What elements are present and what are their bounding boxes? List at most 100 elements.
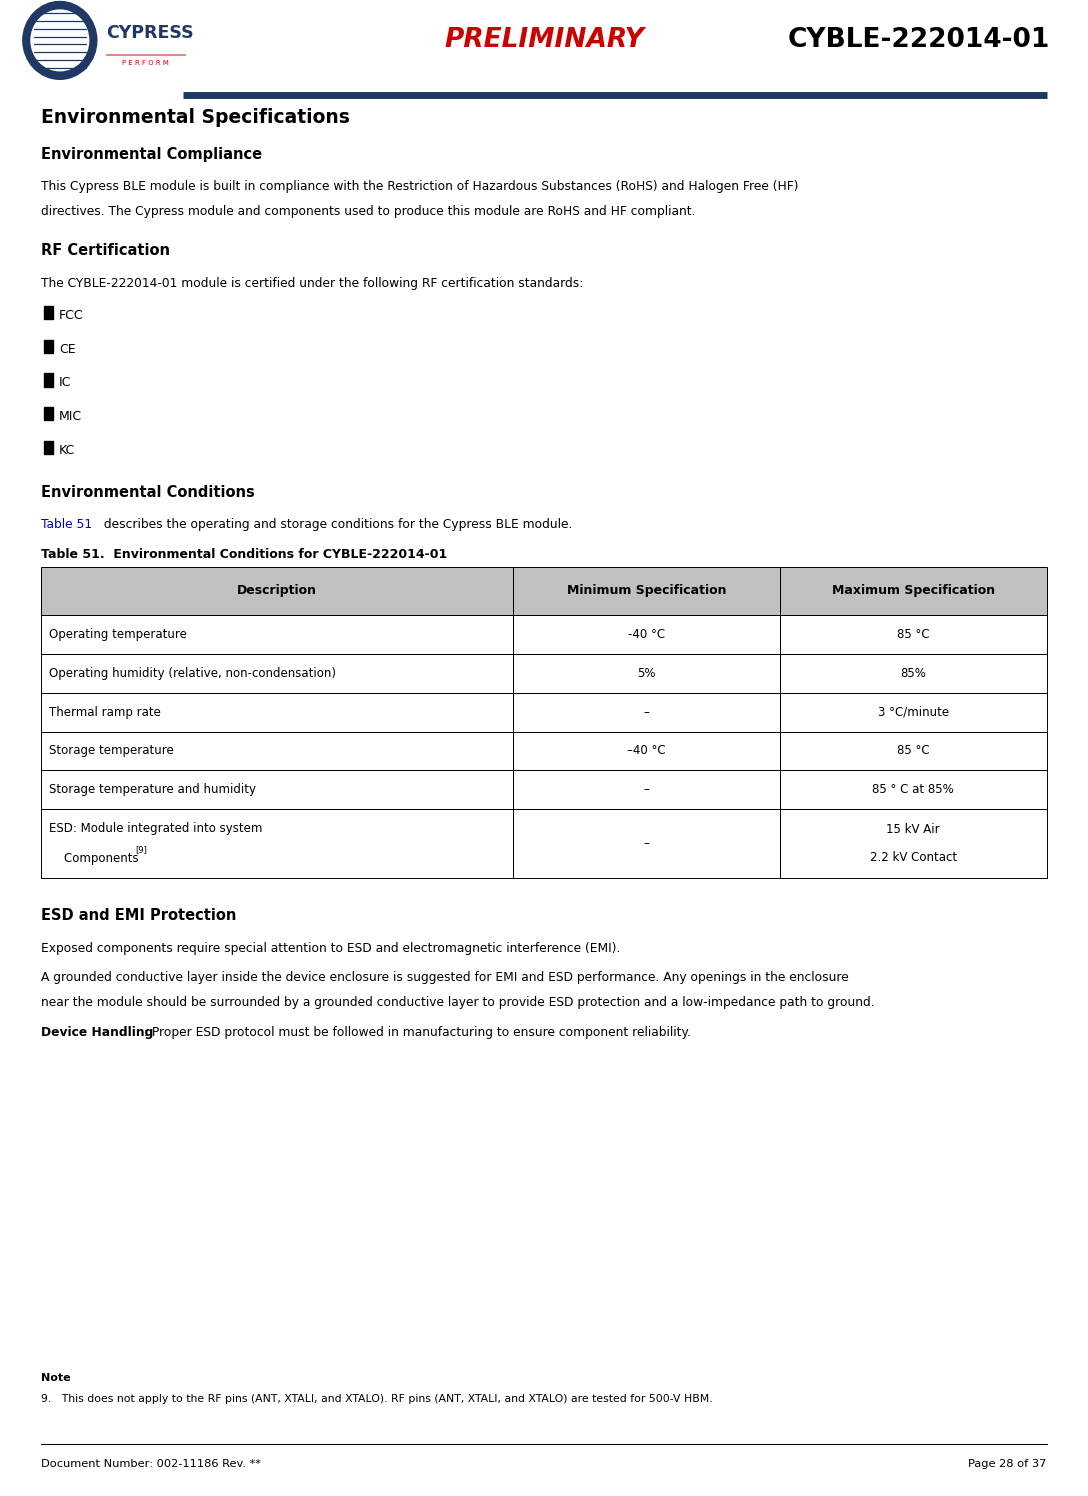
Text: Minimum Specification: Minimum Specification bbox=[567, 585, 726, 597]
Bar bbox=[780, 615, 1047, 654]
Bar bbox=[512, 770, 780, 809]
Bar bbox=[780, 732, 1047, 770]
Bar bbox=[780, 654, 1047, 693]
Bar bbox=[780, 732, 1047, 770]
Text: Operating humidity (relative, non-condensation): Operating humidity (relative, non-conden… bbox=[49, 667, 336, 679]
Bar bbox=[44, 373, 53, 386]
Bar bbox=[780, 770, 1047, 809]
Text: The CYBLE-222014-01 module is certified under the following RF certification sta: The CYBLE-222014-01 module is certified … bbox=[41, 277, 583, 290]
Text: RF Certification: RF Certification bbox=[41, 242, 171, 259]
Text: 85%: 85% bbox=[900, 667, 926, 679]
Text: Maximum Specification: Maximum Specification bbox=[831, 585, 994, 597]
Text: Environmental Specifications: Environmental Specifications bbox=[41, 108, 350, 127]
Bar bbox=[780, 693, 1047, 732]
Bar bbox=[512, 654, 780, 693]
Bar bbox=[512, 693, 780, 732]
Bar bbox=[780, 770, 1047, 809]
Text: 5%: 5% bbox=[638, 667, 656, 679]
Text: Exposed components require special attention to ESD and electromagnetic interfer: Exposed components require special atten… bbox=[41, 941, 621, 954]
Bar bbox=[41, 654, 512, 693]
Text: 9.   This does not apply to the RF pins (ANT, XTALI, and XTALO). RF pins (ANT, X: 9. This does not apply to the RF pins (A… bbox=[41, 1394, 713, 1405]
Text: –40 °C: –40 °C bbox=[627, 745, 666, 757]
Bar bbox=[780, 809, 1047, 878]
Bar bbox=[44, 305, 53, 319]
Bar bbox=[780, 654, 1047, 693]
Bar bbox=[41, 615, 512, 654]
Bar bbox=[780, 567, 1047, 615]
Bar bbox=[512, 732, 780, 770]
Bar bbox=[512, 567, 780, 615]
Bar bbox=[780, 809, 1047, 878]
Text: Device Handling: Device Handling bbox=[41, 1026, 153, 1040]
Text: 15 kV Air: 15 kV Air bbox=[887, 823, 940, 836]
Text: ESD: Module integrated into system: ESD: Module integrated into system bbox=[49, 823, 262, 835]
Bar bbox=[512, 615, 780, 654]
Bar bbox=[41, 809, 512, 878]
Text: Document Number: 002-11186 Rev. **: Document Number: 002-11186 Rev. ** bbox=[41, 1459, 261, 1469]
Text: Table 51.  Environmental Conditions for CYBLE-222014-01: Table 51. Environmental Conditions for C… bbox=[41, 548, 447, 561]
Text: ESD and EMI Protection: ESD and EMI Protection bbox=[41, 908, 237, 923]
Bar bbox=[780, 615, 1047, 654]
Text: CE: CE bbox=[59, 343, 75, 356]
Bar bbox=[41, 770, 512, 809]
Bar bbox=[780, 567, 1047, 615]
Text: Thermal ramp rate: Thermal ramp rate bbox=[49, 706, 161, 718]
Text: Description: Description bbox=[237, 585, 317, 597]
Bar bbox=[512, 809, 780, 878]
Text: CYBLE-222014-01: CYBLE-222014-01 bbox=[788, 27, 1050, 54]
Text: Storage temperature: Storage temperature bbox=[49, 745, 174, 757]
Text: A grounded conductive layer inside the device enclosure is suggested for EMI and: A grounded conductive layer inside the d… bbox=[41, 971, 849, 984]
Text: describes the operating and storage conditions for the Cypress BLE module.: describes the operating and storage cond… bbox=[100, 518, 572, 531]
Bar bbox=[41, 693, 512, 732]
Text: Storage temperature and humidity: Storage temperature and humidity bbox=[49, 784, 256, 796]
Bar bbox=[41, 693, 512, 732]
Bar bbox=[41, 732, 512, 770]
Text: 2.2 kV Contact: 2.2 kV Contact bbox=[869, 851, 956, 865]
Bar bbox=[512, 567, 780, 615]
Text: Note: Note bbox=[41, 1373, 71, 1384]
Text: This Cypress BLE module is built in compliance with the Restriction of Hazardous: This Cypress BLE module is built in comp… bbox=[41, 180, 799, 193]
Bar bbox=[512, 615, 780, 654]
Text: 3 °C/minute: 3 °C/minute bbox=[878, 706, 949, 718]
Text: Table 51: Table 51 bbox=[41, 518, 92, 531]
Text: Components: Components bbox=[49, 853, 138, 865]
Bar bbox=[44, 440, 53, 453]
Bar bbox=[41, 809, 512, 878]
Text: KC: KC bbox=[59, 443, 75, 456]
Text: directives. The Cypress module and components used to produce this module are Ro: directives. The Cypress module and compo… bbox=[41, 205, 696, 218]
Bar bbox=[512, 809, 780, 878]
Ellipse shape bbox=[30, 10, 89, 70]
Text: Operating temperature: Operating temperature bbox=[49, 628, 187, 640]
Text: 85 ° C at 85%: 85 ° C at 85% bbox=[873, 784, 954, 796]
Text: MIC: MIC bbox=[59, 410, 82, 423]
Text: -40 °C: -40 °C bbox=[628, 628, 665, 640]
Text: P E R F O R M: P E R F O R M bbox=[122, 60, 169, 66]
Bar bbox=[44, 340, 53, 353]
Bar bbox=[41, 732, 512, 770]
Text: FCC: FCC bbox=[59, 308, 84, 322]
Bar bbox=[44, 407, 53, 420]
Bar bbox=[41, 567, 512, 615]
Text: 85 °C: 85 °C bbox=[897, 628, 929, 640]
Bar bbox=[780, 693, 1047, 732]
Text: : Proper ESD protocol must be followed in manufacturing to ensure component reli: : Proper ESD protocol must be followed i… bbox=[144, 1026, 691, 1040]
Text: Page 28 of 37: Page 28 of 37 bbox=[968, 1459, 1047, 1469]
Text: –: – bbox=[643, 784, 650, 796]
Ellipse shape bbox=[23, 1, 97, 79]
Text: Environmental Compliance: Environmental Compliance bbox=[41, 147, 262, 162]
Bar bbox=[512, 654, 780, 693]
Text: –: – bbox=[643, 838, 650, 850]
Bar bbox=[41, 770, 512, 809]
Text: –: – bbox=[643, 706, 650, 718]
Text: CYPRESS: CYPRESS bbox=[107, 24, 195, 42]
Text: IC: IC bbox=[59, 375, 71, 389]
Text: [9]: [9] bbox=[135, 845, 147, 854]
Bar bbox=[41, 567, 512, 615]
Bar bbox=[41, 654, 512, 693]
Text: Environmental Conditions: Environmental Conditions bbox=[41, 485, 255, 500]
Text: 85 °C: 85 °C bbox=[897, 745, 929, 757]
Bar bbox=[512, 732, 780, 770]
Bar bbox=[512, 770, 780, 809]
Bar bbox=[41, 615, 512, 654]
Bar bbox=[512, 693, 780, 732]
